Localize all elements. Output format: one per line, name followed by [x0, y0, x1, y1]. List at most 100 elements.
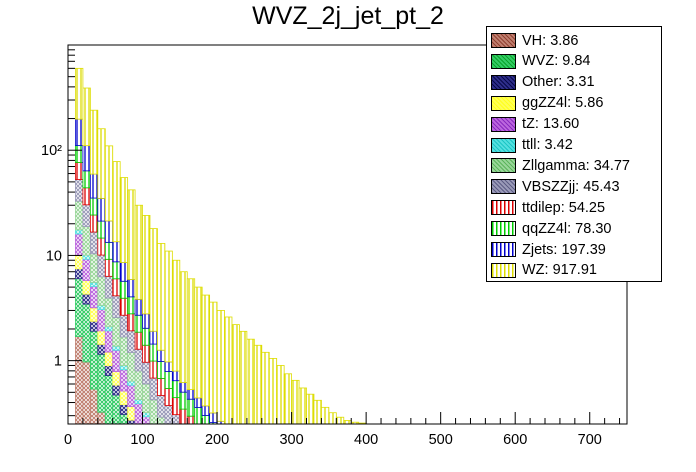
bar-Zjets-70 — [119, 262, 129, 282]
bar-Zjets-130 — [164, 361, 173, 372]
bar-WZ-140 — [171, 259, 181, 372]
legend-item-ggZZ4l: ggZZ4l: 5.86 — [491, 93, 603, 114]
bar-Other-60 — [112, 384, 121, 396]
bar-qqZZ4l-60 — [112, 261, 121, 280]
bar-tZ-10 — [75, 233, 84, 256]
bar-ttll-40 — [97, 305, 106, 310]
chart-title: WVZ_2j_jet_pt_2 — [252, 2, 444, 30]
bar-Zllgamma-30 — [89, 253, 99, 283]
bar-tZ-50 — [104, 330, 114, 353]
bar-ggZZ4l-70 — [119, 390, 129, 405]
bar-WZ-230 — [239, 330, 248, 424]
bar-VBSZZjj-40 — [97, 254, 106, 278]
bar-VBSZZjj-50 — [104, 275, 114, 299]
bar-ttdilep-150 — [179, 408, 188, 424]
bar-Zllgamma-10 — [75, 200, 84, 231]
bar-ggZZ4l-30 — [89, 307, 99, 322]
bar-Zjets-50 — [104, 220, 114, 243]
bar-qqZZ4l-170 — [194, 407, 203, 424]
bar-WVZ-30 — [89, 330, 99, 390]
bar-Zllgamma-100 — [142, 383, 151, 414]
bar-WZ-90 — [134, 204, 143, 300]
bar-VBSZZjj-80 — [127, 330, 136, 353]
bar-Zjets-60 — [112, 241, 121, 263]
bar-qqZZ4l-150 — [179, 391, 188, 410]
bar-ttll-20 — [82, 254, 91, 260]
bar-ttll-50 — [104, 326, 114, 332]
legend-label: VH: 3.86 — [522, 32, 579, 49]
legend-swatch — [491, 158, 516, 174]
bar-qqZZ4l-160 — [186, 398, 196, 417]
legend-item-ttll: ttll: 3.42 — [491, 135, 573, 156]
bar-Zllgamma-110 — [149, 399, 158, 424]
bar-WZ-340 — [321, 406, 330, 424]
bar-VBSZZjj-90 — [134, 348, 143, 372]
bar-ttdilep-10 — [75, 162, 84, 180]
bar-ttll-10 — [75, 229, 84, 235]
legend-label: ggZZ4l: 5.86 — [522, 95, 604, 112]
bar-qqZZ4l-140 — [171, 380, 181, 399]
x-tick-label: 400 — [354, 432, 378, 448]
bar-ggZZ4l-80 — [127, 406, 136, 421]
bar-qqZZ4l-100 — [142, 327, 151, 346]
bar-VBSZZjj-100 — [142, 361, 151, 385]
bar-WZ-250 — [253, 344, 263, 424]
legend-item-ttdilep: ttdilep: 54.25 — [491, 197, 605, 218]
bar-WZ-370 — [343, 420, 352, 424]
bar-WZ-190 — [209, 301, 218, 414]
bar-Zllgamma-20 — [82, 226, 91, 256]
bar-Other-40 — [97, 344, 106, 355]
bar-ttll-60 — [112, 345, 121, 351]
bar-VBSZZjj-10 — [75, 179, 84, 202]
legend-label: Zllgamma: 34.77 — [522, 157, 630, 174]
legend-swatch — [491, 221, 516, 237]
bar-VBSZZjj-30 — [89, 231, 99, 255]
bar-tZ-90 — [134, 403, 143, 424]
bar-WZ-220 — [231, 324, 240, 424]
bar-WZ-210 — [224, 316, 233, 424]
bar-WZ-150 — [179, 271, 188, 383]
bar-ggZZ4l-10 — [75, 254, 84, 270]
bar-qqZZ4l-80 — [127, 296, 136, 315]
bar-Zllgamma-90 — [134, 370, 143, 400]
bar-Zjets-170 — [194, 397, 203, 408]
bar-Zjets-160 — [186, 389, 196, 400]
bar-VH-30 — [89, 388, 99, 424]
bar-VH-10 — [75, 336, 84, 424]
bar-WZ-330 — [313, 399, 322, 424]
bar-WZ-40 — [97, 128, 106, 199]
x-tick-label: 600 — [503, 432, 527, 448]
bar-ttdilep-30 — [89, 214, 99, 233]
bar-tZ-60 — [112, 349, 121, 372]
legend: VH: 3.86 WVZ: 9.84 Other: 3.31 ggZZ4l: 5.86… — [486, 26, 662, 282]
bar-qqZZ4l-90 — [134, 314, 143, 333]
x-tick-label: 700 — [578, 432, 602, 448]
bar-VBSZZjj-120 — [157, 395, 166, 418]
bar-ttdilep-80 — [127, 313, 136, 332]
bar-ttll-100 — [142, 412, 151, 418]
bar-qqZZ4l-30 — [89, 197, 99, 216]
bar-ttdilep-20 — [82, 187, 91, 206]
legend-swatch — [491, 116, 516, 132]
bar-Other-80 — [127, 419, 136, 424]
legend-swatch — [491, 137, 516, 153]
bar-ttdilep-130 — [164, 388, 173, 406]
bar-ggZZ4l-50 — [104, 351, 114, 367]
bar-tZ-40 — [97, 309, 106, 332]
bar-Other-20 — [82, 293, 91, 305]
bar-Zllgamma-40 — [97, 276, 106, 306]
bar-ttdilep-40 — [97, 237, 106, 256]
legend-swatch — [491, 242, 516, 257]
bar-WZ-240 — [246, 338, 255, 424]
bar-qqZZ4l-50 — [104, 241, 114, 260]
bar-Zllgamma-120 — [157, 416, 166, 424]
bar-VBSZZjj-130 — [164, 405, 173, 424]
x-tick-label: 300 — [279, 432, 303, 448]
bar-WVZ-20 — [82, 303, 91, 363]
bar-Zllgamma-50 — [104, 297, 114, 328]
bar-WZ-10 — [75, 67, 84, 120]
legend-item-Zllgamma: Zllgamma: 34.77 — [491, 155, 630, 176]
bar-ttll-80 — [127, 380, 136, 386]
x-tick-label: 0 — [64, 432, 72, 448]
